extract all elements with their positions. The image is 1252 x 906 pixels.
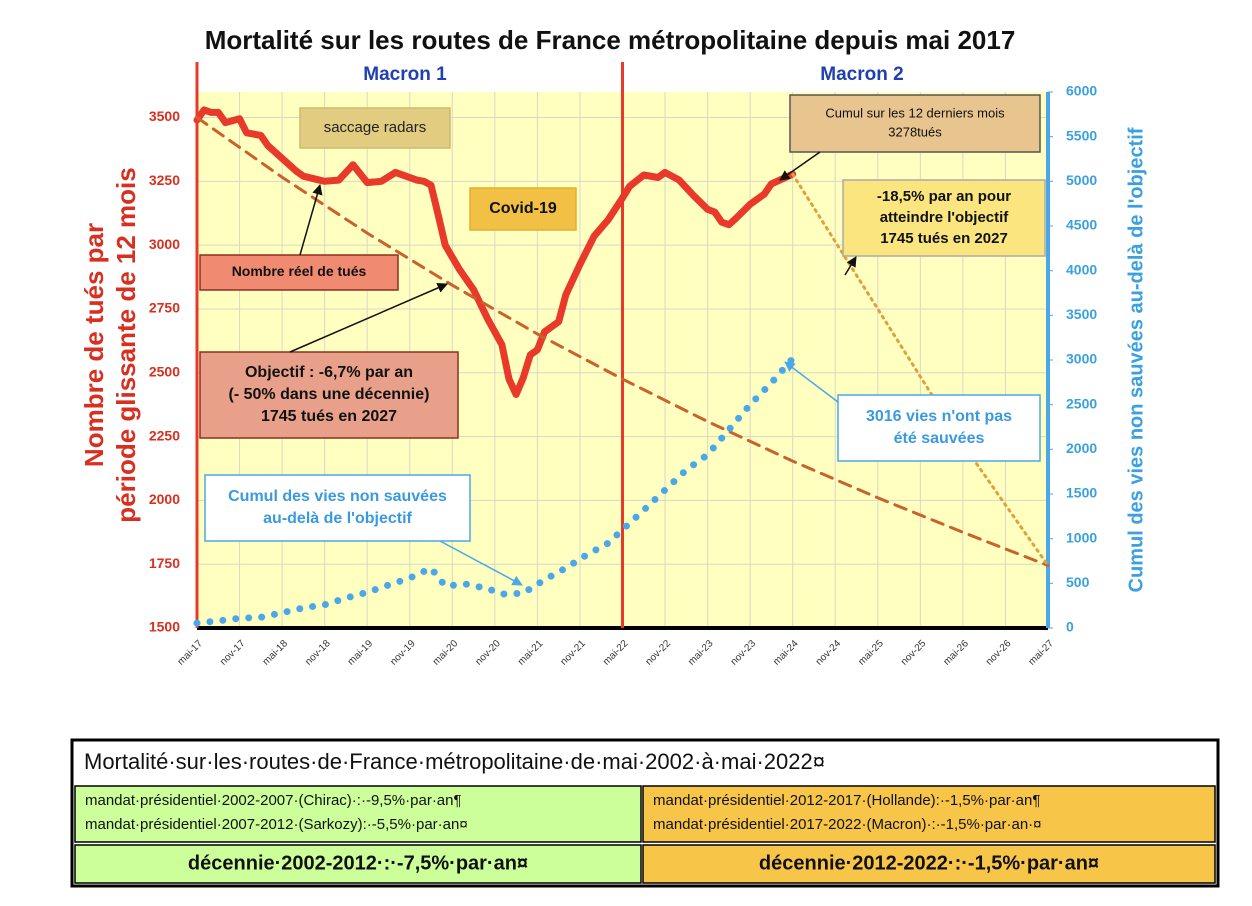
annotation-box xyxy=(469,187,577,231)
chart-title: Mortalité sur les routes de France métro… xyxy=(205,25,1016,55)
table-cell xyxy=(74,785,642,843)
y2-tick-label: 2000 xyxy=(1066,440,1097,456)
period-label: Macron 2 xyxy=(820,64,903,85)
annotation-text: atteindre l'objectif xyxy=(880,209,1010,226)
table-cell-text: décennie·2002-2012·:·-7,5%·par·an¤ xyxy=(188,852,528,874)
annotation-text: au-delà de l'objectif xyxy=(263,510,412,527)
y2-tick-label: 2500 xyxy=(1066,395,1097,411)
annotation-box xyxy=(789,94,1041,153)
table-cell-text: mandat·présidentiel·2007-2012·(Sarkozy):… xyxy=(85,816,468,833)
y2-tick-label: 4000 xyxy=(1066,261,1097,277)
annotation-text: 1745 tués en 2027 xyxy=(880,230,1008,247)
x-tick-label: nov-20 xyxy=(473,638,503,668)
x-tick-label: mai-24 xyxy=(771,638,801,668)
x-tick-label: mai-26 xyxy=(941,638,971,668)
table-cell-text: mandat·présidentiel·2017-2022·(Macron)·:… xyxy=(653,816,1042,833)
x-tick-label: nov-17 xyxy=(218,638,248,668)
annotation-box xyxy=(199,254,399,291)
x-tick-label: mai-23 xyxy=(686,638,716,668)
data-line xyxy=(195,116,1050,567)
annotation-box xyxy=(199,351,459,439)
annotation-box xyxy=(842,179,1046,257)
y2-tick-label: 500 xyxy=(1066,574,1090,590)
annotation-text: saccage radars xyxy=(324,119,427,136)
y-tick-label: 2750 xyxy=(149,300,180,316)
y-tick-label: 1500 xyxy=(149,619,180,635)
x-tick-label: mai-17 xyxy=(176,638,206,668)
annotation-text: été sauvées xyxy=(894,430,985,447)
y-tick-label: 3000 xyxy=(149,236,180,252)
y2-tick-label: 4500 xyxy=(1066,217,1097,233)
y2-axis-title: Cumul des vies non sauvées au-delà de l'… xyxy=(1125,127,1147,592)
x-tick-label: mai-21 xyxy=(516,638,546,668)
x-tick-label: nov-19 xyxy=(388,638,418,668)
x-tick-label: mai-22 xyxy=(601,638,631,668)
data-line xyxy=(193,355,797,627)
y-axis-title-line: période glissante de 12 mois xyxy=(111,167,141,522)
x-tick-label: nov-18 xyxy=(303,638,333,668)
y-tick-label: 3250 xyxy=(149,172,180,188)
annotation-arrow xyxy=(844,256,857,276)
annotation-text: Cumul sur les 12 derniers mois xyxy=(825,105,1005,120)
annotation-text: Covid-19 xyxy=(489,200,557,217)
annotation-text: 3278tués xyxy=(888,124,942,139)
table-cell xyxy=(642,785,1216,843)
x-tick-label: nov-25 xyxy=(899,638,929,668)
y2-tick-label: 0 xyxy=(1066,619,1074,635)
annotation-arrow xyxy=(289,282,448,353)
annotation-arrow xyxy=(784,361,839,403)
x-tick-label: nov-23 xyxy=(729,638,759,668)
annotation-arrow xyxy=(299,183,323,256)
y-tick-label: 3500 xyxy=(149,108,180,124)
x-tick-label: mai-25 xyxy=(856,638,886,668)
y2-tick-label: 6000 xyxy=(1066,83,1097,99)
y2-tick-label: 5500 xyxy=(1066,127,1097,143)
table-title: Mortalité·sur·les·routes·de·France·métro… xyxy=(84,749,825,774)
x-tick-label: nov-21 xyxy=(559,638,589,668)
x-tick-label: mai-19 xyxy=(346,638,376,668)
data-line xyxy=(791,172,1050,567)
annotation-text: Cumul des vies non sauvées xyxy=(228,488,447,505)
annotation-arrow xyxy=(439,540,523,586)
annotation-box xyxy=(299,107,451,149)
y-tick-label: 2500 xyxy=(149,363,180,379)
table-cell xyxy=(74,844,642,884)
annotation-text: Nombre réel de tués xyxy=(232,263,367,279)
annotation-arrow xyxy=(779,151,821,181)
table-cell-text: décennie·2012-2022·:·-1,5%·par·an¤ xyxy=(759,852,1099,874)
annotation-text: -18,5% par an pour xyxy=(877,188,1011,205)
x-tick-label: nov-24 xyxy=(814,638,844,668)
annotation-text: 3016 vies n'ont pas xyxy=(866,408,1012,425)
data-line xyxy=(193,106,797,398)
table-cell-text: mandat·présidentiel·2012-2017·(Hollande)… xyxy=(653,792,1040,809)
annotation-box xyxy=(837,394,1041,462)
period-label: Macron 1 xyxy=(363,64,447,85)
y2-tick-label: 1000 xyxy=(1066,529,1097,545)
y2-tick-label: 1500 xyxy=(1066,485,1097,501)
y2-tick-label: 3000 xyxy=(1066,351,1097,367)
x-tick-label: nov-22 xyxy=(644,638,674,668)
y-axis-title: Nombre de tués parpériode glissante de 1… xyxy=(79,167,141,522)
y-tick-label: 2000 xyxy=(149,491,180,507)
y2-tick-label: 5000 xyxy=(1066,172,1097,188)
x-tick-label: nov-26 xyxy=(984,638,1014,668)
annotation-text: (- 50% dans une décennie) xyxy=(229,386,430,403)
y-tick-label: 1750 xyxy=(149,555,180,571)
y-axis-title-line: Nombre de tués par xyxy=(79,223,109,467)
annotation-text: Objectif : -6,7% par an xyxy=(245,364,413,381)
table-cell-text: mandat·présidentiel·2002-2007·(Chirac)·:… xyxy=(85,792,462,809)
y2-tick-label: 3500 xyxy=(1066,306,1097,322)
table-cell xyxy=(642,844,1216,884)
annotation-text: 1745 tués en 2027 xyxy=(261,408,397,425)
x-tick-label: mai-27 xyxy=(1027,638,1057,668)
x-tick-label: mai-20 xyxy=(431,638,461,668)
y-tick-label: 2250 xyxy=(149,427,180,443)
x-tick-label: mai-18 xyxy=(261,638,291,668)
annotation-box xyxy=(204,474,471,542)
